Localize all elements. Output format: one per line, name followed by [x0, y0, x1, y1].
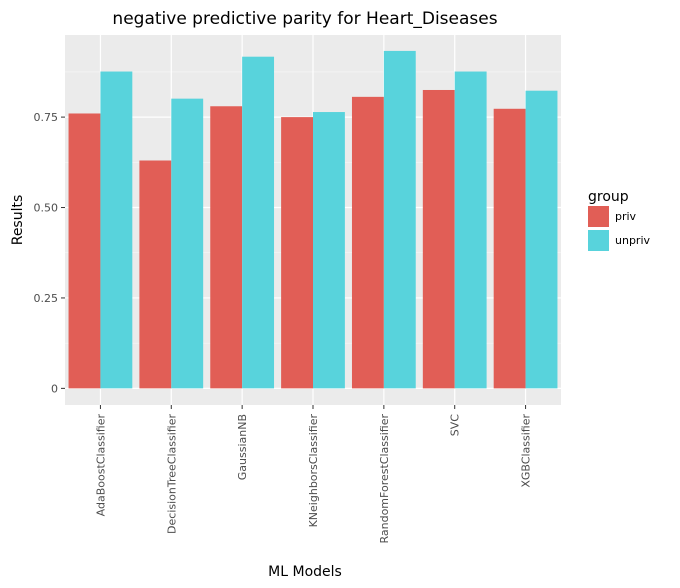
x-axis: AdaBoostClassifier DecisionTreeClassifier… — [94, 405, 533, 544]
x-tick-label: DecisionTreeClassifier — [165, 414, 178, 534]
x-tick-label: SVC — [449, 414, 462, 437]
bar-unpriv-GaussianNB — [242, 56, 275, 389]
x-tick-label: RandomForestClassifier — [378, 414, 391, 544]
bar-unpriv-SVC — [454, 71, 487, 389]
x-axis-title: ML Models — [268, 564, 342, 580]
bar-unpriv-AdaBoostClassifier — [100, 71, 133, 389]
bar-priv-GaussianNB — [210, 106, 243, 389]
y-tick-label: 0.50 — [34, 202, 59, 215]
legend: group priv unpriv — [588, 189, 651, 251]
chart-title: negative predictive parity for Heart_Dis… — [112, 9, 497, 29]
bars — [68, 50, 558, 389]
x-tick-label: GaussianNB — [236, 414, 249, 480]
bar-priv-AdaBoostClassifier — [68, 113, 101, 389]
bar-priv-KNeighborsClassifier — [281, 117, 313, 389]
y-axis: 0 0.25 0.50 0.75 — [34, 111, 65, 395]
bar-priv-RandomForestClassifier — [351, 96, 384, 389]
y-tick-label: 0.75 — [34, 111, 59, 124]
bar-unpriv-KNeighborsClassifier — [313, 112, 345, 389]
bar-priv-SVC — [422, 89, 455, 389]
bar-unpriv-DecisionTreeClassifier — [171, 98, 204, 389]
bar-unpriv-XGBClassifier — [525, 90, 558, 389]
x-tick-label: KNeighborsClassifier — [307, 414, 320, 528]
y-axis-title: Results — [10, 195, 26, 246]
legend-key-unpriv — [588, 230, 609, 251]
y-tick-label: 0 — [51, 382, 58, 395]
legend-title: group — [588, 189, 629, 205]
bar-unpriv-RandomForestClassifier — [383, 50, 416, 389]
x-tick-label: AdaBoostClassifier — [94, 414, 107, 517]
legend-label-unpriv: unpriv — [615, 234, 651, 247]
y-tick-label: 0.25 — [34, 292, 59, 305]
x-tick-label: XGBClassifier — [520, 414, 533, 488]
bar-priv-DecisionTreeClassifier — [139, 160, 172, 389]
bar-priv-XGBClassifier — [493, 108, 526, 389]
legend-label-priv: priv — [615, 210, 637, 223]
legend-key-priv — [588, 206, 609, 227]
